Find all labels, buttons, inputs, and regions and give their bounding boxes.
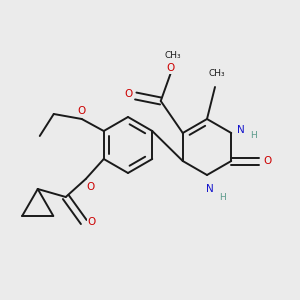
Text: CH₃: CH₃ [164, 50, 181, 59]
Text: N: N [237, 125, 245, 135]
Text: H: H [220, 193, 226, 202]
Text: CH₃: CH₃ [209, 68, 225, 77]
Text: O: O [87, 182, 95, 192]
Text: H: H [250, 130, 256, 140]
Text: N: N [206, 184, 214, 194]
Text: O: O [124, 89, 133, 99]
Text: O: O [263, 156, 272, 166]
Text: O: O [167, 63, 175, 73]
Text: O: O [78, 106, 86, 116]
Text: O: O [88, 217, 96, 227]
